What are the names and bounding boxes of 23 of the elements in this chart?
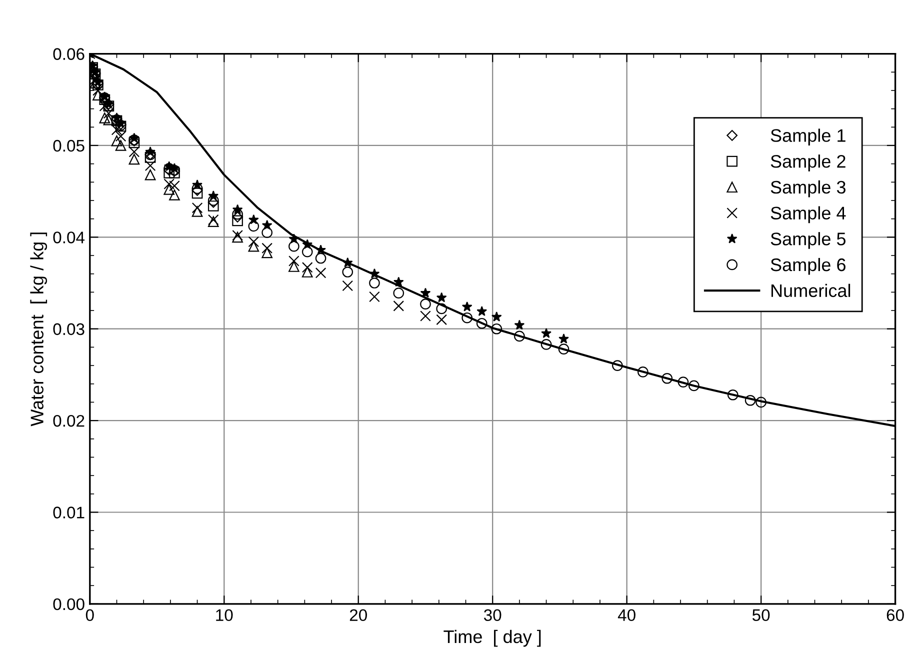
legend-label: Sample 5 [770,232,846,249]
y-tick-label: 0.03 [53,323,84,336]
legend-label: Sample 2 [770,154,846,172]
y-tick-label: 0.02 [53,414,84,427]
legend-label: Sample 4 [770,206,846,224]
legend-label: Numerical [771,284,850,298]
y-tick-label: 0.00 [53,598,84,610]
legend-label: Sample 3 [770,180,846,198]
y-tick-label: 0.04 [53,232,85,244]
x-tick-label: 50 [752,609,770,622]
y-tick-label: 0.05 [53,140,84,152]
legend-label: Sample 6 [770,258,846,275]
y-tick-label: 0.06 [53,48,84,60]
x-axis-title: Time [ day ] [444,630,541,647]
y-axis-title: Water content [ kg / kg ] [30,232,48,426]
x-tick-label: 40 [618,609,636,622]
x-tick-label: 60 [886,609,904,622]
legend-label: Sample 1 [770,128,846,146]
x-tick-label: 20 [350,609,367,622]
y-tick-label: 0.01 [53,506,84,518]
x-tick-label: 10 [216,609,233,622]
x-tick-label: 30 [484,609,502,622]
x-tick-label: 0 [86,609,94,622]
